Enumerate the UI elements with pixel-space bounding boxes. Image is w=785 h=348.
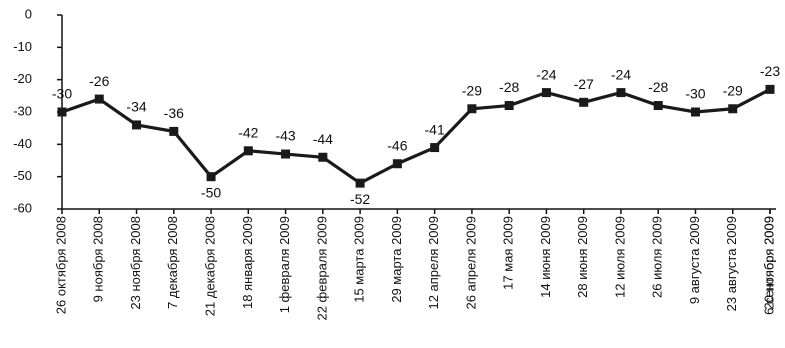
y-tick-label: 0	[25, 6, 32, 21]
x-tick-label: 1 февраля 2009	[277, 216, 292, 313]
data-label: -41	[425, 121, 445, 137]
data-label: -43	[275, 128, 295, 144]
marker	[318, 152, 328, 162]
marker	[728, 104, 738, 114]
data-label: -50	[201, 184, 221, 200]
x-tick-label: 6 сентября 2009	[761, 216, 776, 315]
marker	[765, 84, 775, 94]
y-tick-label: -10	[13, 39, 32, 54]
data-label: -28	[499, 79, 519, 95]
y-tick-label: -40	[13, 136, 32, 151]
marker	[206, 172, 216, 182]
marker	[653, 101, 663, 111]
marker	[57, 107, 67, 117]
marker	[504, 101, 514, 111]
data-label: -42	[238, 125, 258, 141]
x-tick-label: 12 апреля 2009	[426, 216, 441, 310]
y-tick-label: -30	[13, 103, 32, 118]
marker	[616, 88, 626, 98]
marker	[690, 107, 700, 117]
x-tick-label: 26 июля 2009	[650, 216, 665, 298]
data-label: -36	[164, 105, 184, 121]
marker	[392, 159, 402, 169]
marker	[281, 149, 291, 159]
x-tick-label: 9 августа 2009	[687, 216, 702, 304]
x-tick-label: 18 января 2009	[240, 216, 255, 309]
data-label: -46	[387, 137, 407, 153]
data-label: -52	[350, 191, 370, 207]
data-label: -29	[462, 82, 482, 98]
x-tick-label: 21 декабря 2008	[202, 216, 217, 316]
marker	[94, 94, 104, 104]
data-label: -23	[760, 63, 780, 79]
data-label: -24	[536, 66, 556, 82]
x-tick-label: 23 ноября 2008	[128, 216, 143, 310]
x-tick-label: 26 октября 2008	[53, 216, 68, 314]
data-label: -30	[685, 86, 705, 102]
x-tick-label: 9 ноября 2008	[91, 216, 106, 302]
x-tick-label: 22 февраля 2009	[314, 216, 329, 321]
marker	[430, 143, 440, 153]
x-tick-label: 7 декабря 2008	[165, 216, 180, 309]
data-label: -24	[611, 66, 631, 82]
marker	[243, 146, 253, 156]
x-tick-label: 23 августа 2009	[724, 216, 739, 311]
x-tick-label: 15 марта 2009	[352, 216, 367, 303]
y-tick-label: -50	[13, 168, 32, 183]
data-label: -44	[313, 131, 333, 147]
x-tick-label: 12 июля 2009	[612, 216, 627, 298]
marker	[579, 97, 589, 107]
data-label: -27	[574, 76, 594, 92]
x-tick-label: 26 апреля 2009	[463, 216, 478, 310]
marker	[132, 120, 142, 130]
x-tick-label: 17 мая 2009	[501, 216, 516, 290]
data-label: -30	[52, 86, 72, 102]
x-tick-label: 20 ноября 2009	[761, 216, 776, 310]
line	[61, 87, 771, 185]
x-tick-label: 29 марта 2009	[389, 216, 404, 303]
marker	[541, 88, 551, 98]
x-tick-label: 28 июня 2009	[575, 216, 590, 298]
data-label: -29	[723, 82, 743, 98]
marker	[467, 104, 477, 114]
x-tick-label: 14 июня 2009	[538, 216, 553, 298]
marker	[169, 126, 179, 136]
marker	[355, 178, 365, 188]
data-label: -34	[126, 99, 146, 115]
data-label: -26	[89, 73, 109, 89]
y-tick-label: -20	[13, 71, 32, 86]
data-label: -28	[648, 79, 668, 95]
y-tick-label: -60	[13, 200, 32, 215]
